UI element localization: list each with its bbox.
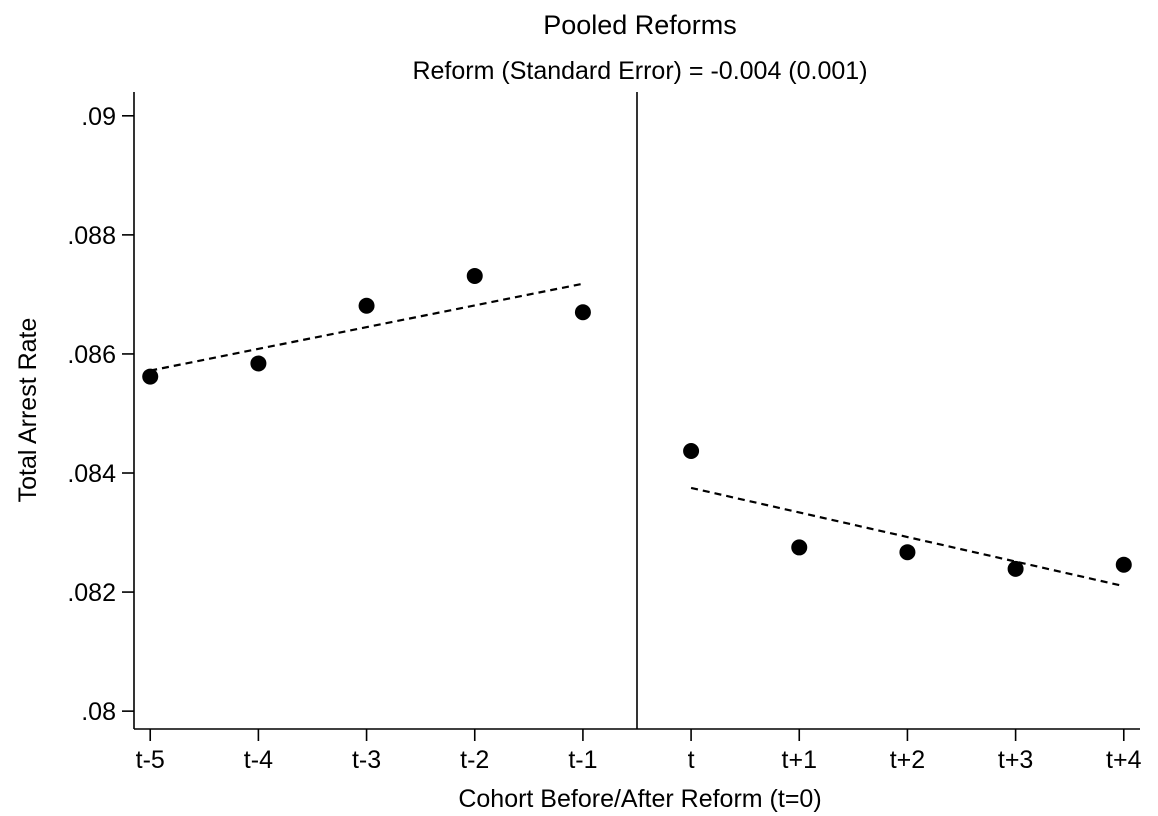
data-points — [142, 267, 1132, 577]
data-point — [791, 539, 808, 556]
data-point — [899, 544, 916, 561]
chart-subtitle: Reform (Standard Error) = -0.004 (0.001) — [412, 57, 867, 85]
y-tick-label: .082 — [67, 579, 116, 607]
y-tick-label: .088 — [67, 222, 116, 250]
data-point — [250, 355, 267, 372]
x-tick-label: t — [688, 746, 695, 774]
fit-line — [150, 282, 584, 372]
x-tick-label: t-4 — [244, 746, 273, 774]
data-point — [683, 442, 700, 459]
x-ticks: t-5 t-4 t-3 t-2 t-1 t t+1 t+2 t+3 t+4 — [136, 729, 1142, 774]
data-point — [358, 297, 375, 314]
x-tick-label: t-3 — [352, 746, 381, 774]
x-tick-label: t-1 — [568, 746, 597, 774]
x-tick-label: t+2 — [890, 746, 925, 774]
y-tick-label: .086 — [67, 341, 116, 369]
x-tick-label: t-5 — [136, 746, 165, 774]
x-tick-label: t+1 — [782, 746, 817, 774]
data-point — [466, 267, 483, 284]
x-tick-label: t+4 — [1106, 746, 1142, 774]
y-tick-label: .08 — [81, 698, 116, 726]
y-ticks: .08 .082 .084 .086 .088 .09 — [67, 103, 134, 726]
y-tick-label: .09 — [81, 103, 116, 131]
fit-line — [690, 486, 1125, 588]
x-tick-label: t-2 — [460, 746, 489, 774]
data-point — [142, 368, 159, 385]
chart-title: Pooled Reforms — [543, 10, 737, 40]
data-point — [1115, 556, 1132, 573]
fit-lines — [150, 282, 1125, 588]
x-axis-title: Cohort Before/After Reform (t=0) — [458, 785, 821, 813]
y-tick-label: .084 — [67, 460, 116, 488]
y-axis-title: Total Arrest Rate — [14, 318, 42, 503]
data-point — [574, 304, 591, 321]
x-tick-label: t+3 — [998, 746, 1033, 774]
data-point — [1007, 560, 1024, 577]
